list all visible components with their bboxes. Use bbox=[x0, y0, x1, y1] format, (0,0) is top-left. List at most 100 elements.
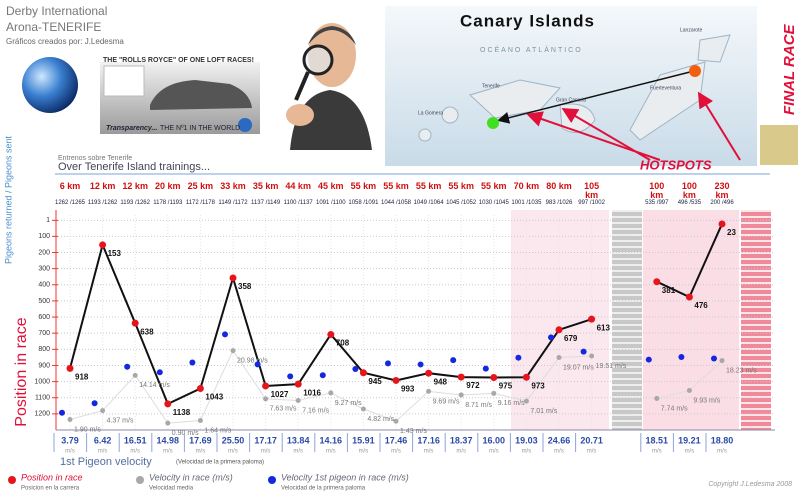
map-title: Canary Islands bbox=[460, 11, 595, 30]
distance-label: 100 km bbox=[681, 181, 697, 200]
first-velocity-point bbox=[417, 361, 424, 368]
transparency: Transparency... bbox=[106, 125, 157, 132]
unit-label: m/s bbox=[163, 449, 173, 455]
first-velocity-point bbox=[319, 372, 326, 379]
unit-label: m/s bbox=[554, 449, 564, 455]
race-velocity-label: 8.71 m/s bbox=[465, 402, 492, 409]
race-velocity-point bbox=[360, 406, 366, 412]
y-tick-label: 800 bbox=[38, 346, 50, 353]
slogan: THE "ROLLS ROYCE" OF ONE LOFT RACES! bbox=[103, 57, 254, 64]
position-point bbox=[490, 374, 498, 382]
race-velocity-label: 4.82 m/s bbox=[367, 416, 394, 423]
position-point bbox=[555, 326, 563, 334]
unit-label: m/s bbox=[391, 449, 401, 455]
race-velocity-label: 14.14 m/s bbox=[139, 382, 170, 389]
y-tick-label: 300 bbox=[38, 265, 50, 272]
first-velocity-point bbox=[156, 369, 163, 376]
first-velocity-label: 19.03 bbox=[515, 435, 538, 445]
unit-label: m/s bbox=[326, 449, 336, 455]
position-label: 708 bbox=[336, 339, 350, 348]
position-label: 613 bbox=[597, 323, 611, 332]
race-velocity-label: 9.69 m/s bbox=[433, 398, 460, 405]
y-tick-label: 900 bbox=[38, 362, 50, 369]
first-velocity-label: 18.51 bbox=[646, 435, 669, 445]
first-velocity-label: 18.37 bbox=[450, 435, 473, 445]
race-velocity-point bbox=[589, 353, 595, 359]
unit-label: m/s bbox=[652, 449, 662, 455]
returned-sent: 1137 /1149 bbox=[251, 200, 281, 206]
race-velocity-label: 7.16 m/s bbox=[302, 407, 329, 414]
first-velocity-label: 17.16 bbox=[417, 435, 440, 445]
race-velocity-label: 7.63 m/s bbox=[270, 406, 297, 413]
y-tick-label: 1200 bbox=[34, 411, 50, 418]
position-point bbox=[164, 400, 172, 408]
race-velocity-label: 1.43 m/s bbox=[400, 428, 427, 435]
position-point bbox=[294, 380, 302, 388]
position-point bbox=[588, 315, 596, 323]
position-label: 948 bbox=[434, 377, 448, 386]
distance-label: 6 km bbox=[59, 181, 81, 191]
first-velocity-point bbox=[352, 365, 359, 372]
returned-sent: 997 /1002 bbox=[578, 200, 605, 206]
race-velocity-point bbox=[523, 398, 529, 404]
distance-label: 55 km bbox=[350, 181, 377, 191]
first-velocity-label: 17.69 bbox=[189, 435, 212, 445]
first-velocity-point bbox=[482, 365, 489, 372]
first-velocity-point bbox=[450, 357, 457, 364]
legend-marker bbox=[136, 476, 144, 484]
distance-label: 55 km bbox=[415, 181, 442, 191]
money-image bbox=[760, 125, 798, 165]
x-axis-note: (Velocidad de la primera paloma) bbox=[176, 460, 264, 466]
distance-label: 55 km bbox=[481, 181, 507, 191]
race-velocity-point bbox=[197, 417, 203, 423]
position-label: 476 bbox=[694, 301, 708, 310]
position-label: 945 bbox=[368, 377, 382, 386]
position-label: 23 bbox=[727, 228, 736, 237]
first-velocity-point bbox=[580, 348, 587, 355]
distance-label: 35 km bbox=[252, 181, 279, 191]
distance-label: 80 km bbox=[546, 181, 572, 191]
unit-label: m/s bbox=[261, 449, 271, 455]
position-point bbox=[425, 369, 433, 377]
org: Derby International bbox=[6, 4, 107, 18]
race-velocity-label: 7.74 m/s bbox=[661, 405, 688, 412]
first-velocity-label: 3.79 bbox=[61, 435, 79, 445]
position-point bbox=[262, 382, 270, 390]
distance-label: 12 km bbox=[122, 181, 148, 191]
race-velocity-point bbox=[295, 398, 301, 404]
race-velocity-point bbox=[458, 392, 464, 398]
race-velocity-point bbox=[263, 396, 269, 402]
first-velocity-point bbox=[711, 355, 717, 362]
first-velocity-point bbox=[222, 331, 228, 338]
position-point bbox=[99, 241, 107, 249]
distance-label: 12 km bbox=[89, 181, 116, 191]
arrow bbox=[697, 91, 741, 161]
race-velocity-label: 19.07 m/s bbox=[563, 364, 594, 371]
first-velocity-label: 20.71 bbox=[580, 435, 603, 445]
unit-label: m/s bbox=[489, 449, 499, 455]
gap-band bbox=[612, 210, 642, 430]
first-velocity-label: 17.46 bbox=[385, 435, 408, 445]
returned-sent: 1045 /1052 bbox=[446, 200, 477, 206]
first-velocity-point bbox=[254, 361, 261, 368]
first-velocity-label: 16.00 bbox=[483, 435, 506, 445]
race-velocity-point bbox=[719, 358, 725, 364]
y-tick-label: 700 bbox=[38, 330, 50, 337]
final-race: FINAL RACE bbox=[781, 23, 798, 115]
unit-label: m/s bbox=[196, 449, 206, 455]
position-label: 1027 bbox=[271, 390, 289, 399]
legend-label: Velocity in race (m/s) bbox=[149, 472, 233, 482]
position-point bbox=[653, 278, 661, 286]
legend-marker bbox=[268, 476, 276, 484]
race-velocity-point bbox=[654, 395, 660, 401]
y-tick-label: 200 bbox=[38, 249, 50, 256]
returned-sent: 983 /1026 bbox=[545, 200, 573, 206]
position-point bbox=[685, 293, 693, 301]
position-label: 381 bbox=[662, 286, 676, 295]
end-band bbox=[741, 210, 771, 430]
unit-label: m/s bbox=[456, 449, 466, 455]
position-label: 993 bbox=[401, 385, 415, 394]
first-velocity-label: 25.50 bbox=[222, 435, 245, 445]
first-velocity-label: 18.80 bbox=[711, 435, 734, 445]
